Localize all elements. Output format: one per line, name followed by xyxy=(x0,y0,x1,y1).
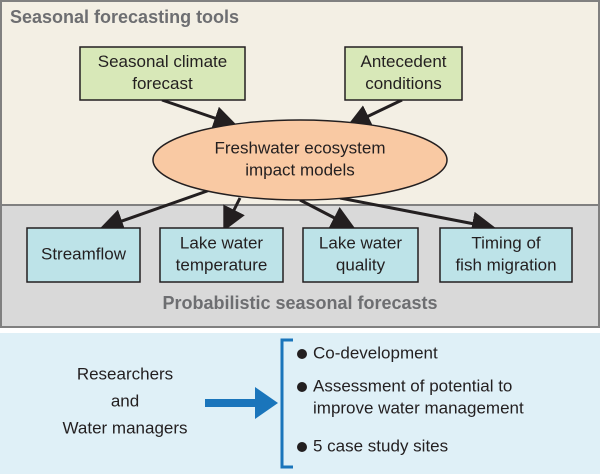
bullet-text: improve water management xyxy=(313,398,524,417)
model-ellipse xyxy=(152,119,448,201)
output-label: temperature xyxy=(176,255,268,274)
output-label: Lake water xyxy=(319,233,402,252)
model-label: Freshwater ecosystem xyxy=(215,138,386,157)
audience-label: Researchers xyxy=(77,364,173,383)
bullet-dot xyxy=(297,382,307,392)
box xyxy=(302,227,419,283)
middle-title: Probabilistic seasonal forecasts xyxy=(162,293,437,313)
bullet-dot xyxy=(297,442,307,452)
output-label: Streamflow xyxy=(41,244,127,263)
output-label: Lake water xyxy=(180,233,263,252)
model-label: impact models xyxy=(245,160,355,179)
bracket xyxy=(280,338,293,469)
box xyxy=(439,227,573,283)
blue-arrow-head xyxy=(255,387,278,419)
input-label: conditions xyxy=(365,74,442,93)
top-title: Seasonal forecasting tools xyxy=(10,7,239,27)
arrows xyxy=(99,98,496,236)
box xyxy=(79,46,246,101)
output-label: quality xyxy=(336,255,386,274)
output-label: Timing of xyxy=(471,233,541,252)
input-label: forecast xyxy=(132,74,193,93)
audience-label: Water managers xyxy=(62,418,187,437)
output-label: fish migration xyxy=(455,255,556,274)
bullet-dot xyxy=(297,349,307,359)
input-label: Antecedent xyxy=(360,52,446,71)
box xyxy=(159,227,284,283)
bullet-text: Assessment of potential to xyxy=(313,376,512,395)
box xyxy=(344,46,463,101)
box xyxy=(26,227,141,283)
bullet-text: Co-development xyxy=(313,343,438,362)
input-label: Seasonal climate xyxy=(98,52,227,71)
bullet-text: 5 case study sites xyxy=(313,436,448,455)
audience-label: and xyxy=(111,391,139,410)
